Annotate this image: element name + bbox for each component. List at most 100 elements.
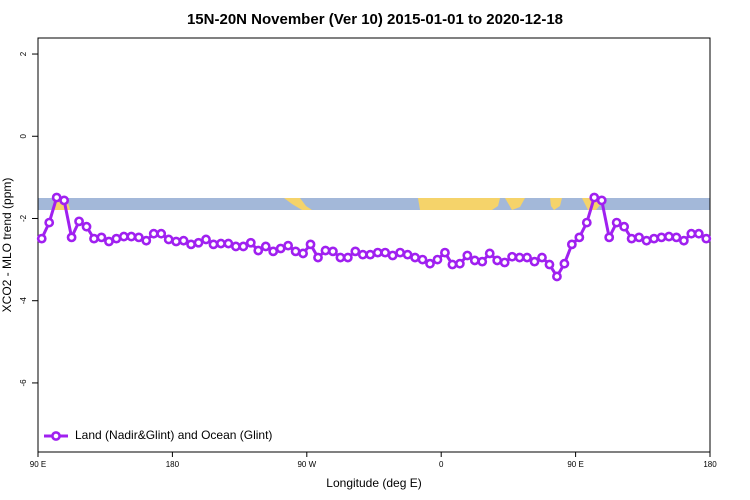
- data-point: [641, 235, 652, 246]
- data-point: [208, 239, 219, 250]
- data-point: [611, 217, 622, 228]
- data-point: [552, 271, 562, 282]
- x-axis-label: Longitude (deg E): [326, 476, 421, 490]
- chart-title: 15N-20N November (Ver 10) 2015-01-01 to …: [187, 11, 563, 28]
- data-point: [387, 250, 398, 261]
- data-point: [89, 233, 99, 244]
- data-point: [693, 228, 704, 239]
- data-point: [133, 232, 144, 243]
- x-tick-label: 180: [166, 460, 180, 469]
- x-tick-label: 90 E: [567, 460, 583, 469]
- data-point: [469, 255, 480, 266]
- data-point: [141, 235, 152, 246]
- land-patch: [505, 198, 525, 210]
- data-point: [656, 232, 667, 243]
- data-point: [671, 232, 682, 243]
- data-point: [193, 237, 204, 248]
- data-point: [51, 192, 62, 203]
- data-point: [245, 237, 256, 248]
- data-point: [357, 249, 368, 260]
- data-point: [260, 241, 271, 252]
- data-point: [454, 258, 465, 269]
- data-point: [380, 247, 391, 258]
- data-point: [544, 259, 555, 270]
- data-point: [537, 252, 547, 263]
- data-point: [410, 252, 420, 263]
- data-point: [589, 192, 600, 203]
- data-point: [118, 231, 129, 242]
- data-point: [66, 232, 77, 243]
- data-point: [342, 252, 353, 263]
- data-point: [320, 245, 331, 256]
- data-point: [499, 257, 510, 268]
- data-point: [664, 231, 674, 242]
- data-point: [365, 249, 376, 260]
- y-tick-label: 0: [19, 133, 28, 138]
- data-point: [462, 250, 473, 261]
- x-tick-label: 180: [703, 460, 717, 469]
- data-point: [559, 258, 570, 269]
- data-point: [253, 245, 264, 256]
- data-point: [283, 240, 294, 251]
- data-point: [96, 232, 107, 243]
- data-point: [111, 233, 122, 244]
- data-point: [275, 243, 286, 254]
- data-point: [298, 248, 308, 259]
- data-point: [201, 234, 211, 245]
- data-point: [44, 217, 55, 228]
- data-point: [522, 252, 532, 263]
- data-point: [216, 238, 226, 249]
- data-point: [626, 233, 637, 244]
- data-point: [402, 249, 413, 260]
- data-point: [619, 221, 630, 232]
- data-point: [440, 247, 450, 258]
- data-point: [186, 239, 196, 250]
- data-point: [566, 239, 577, 250]
- data-point: [59, 195, 70, 206]
- data-point: [156, 228, 167, 239]
- land-patch: [550, 198, 562, 210]
- data-point: [417, 254, 428, 265]
- data-point: [477, 256, 488, 267]
- data-point: [178, 235, 189, 246]
- data-point: [507, 251, 518, 262]
- data-point: [581, 217, 592, 228]
- data-point: [678, 235, 689, 246]
- y-tick-label: -6: [19, 379, 28, 387]
- map-strip: [38, 198, 710, 210]
- data-point: [81, 221, 92, 232]
- data-point: [372, 247, 383, 258]
- land-patch: [418, 198, 500, 210]
- data-point: [484, 248, 495, 259]
- data-point: [305, 239, 316, 250]
- x-tick-label: 90 E: [30, 460, 46, 469]
- x-tick-label: 90 W: [297, 460, 316, 469]
- y-tick-label: -4: [19, 297, 28, 305]
- legend-swatch-marker: [51, 431, 61, 441]
- ocean-band: [38, 198, 710, 210]
- data-point: [290, 246, 301, 257]
- data-point: [432, 254, 443, 265]
- data-point: [350, 246, 361, 257]
- data-point: [604, 232, 615, 243]
- data-point: [148, 228, 159, 239]
- data-point: [529, 256, 540, 267]
- data-point: [335, 252, 346, 263]
- data-point: [514, 252, 525, 263]
- data-point: [425, 258, 435, 269]
- data-point: [230, 241, 241, 252]
- data-point: [74, 216, 84, 227]
- y-tick-label: -2: [19, 214, 28, 222]
- data-point: [36, 233, 47, 244]
- data-point: [574, 232, 585, 243]
- data-point: [328, 246, 338, 257]
- data-point: [701, 233, 712, 244]
- data-point: [238, 241, 249, 252]
- data-point: [634, 232, 644, 243]
- data-point: [126, 231, 137, 242]
- data-point: [163, 234, 174, 245]
- data-point: [171, 236, 182, 247]
- data-point: [649, 233, 659, 244]
- data-point: [313, 252, 323, 263]
